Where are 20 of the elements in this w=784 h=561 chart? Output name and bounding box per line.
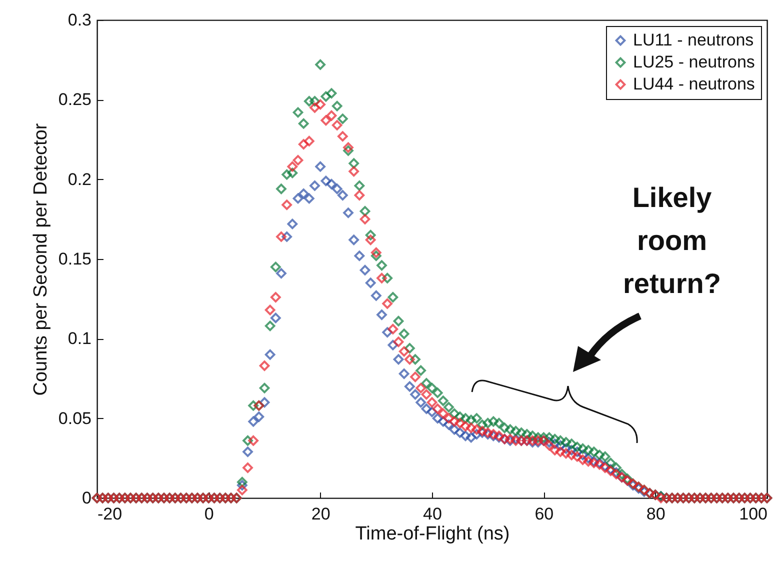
y-tick-label: 0.25	[58, 90, 92, 110]
x-tick-label: 40	[423, 504, 442, 524]
x-tick-label: 60	[534, 504, 554, 524]
x-axis-title: Time-of-Flight (ns)	[355, 524, 510, 544]
x-tick-label: 0	[204, 504, 214, 524]
y-tick-label: 0.05	[58, 408, 92, 428]
y-axis-title: Counts per Second per Detector	[30, 122, 52, 396]
y-tick-label: 0.3	[68, 10, 92, 30]
x-tick-label: -20	[98, 504, 122, 524]
x-tick-label: 80	[646, 504, 666, 524]
x-tick-label: 100	[739, 504, 768, 524]
y-tick-label: 0.2	[68, 170, 92, 189]
annotation: Likely room return?	[623, 182, 721, 299]
legend-label: LU25 - neutrons	[633, 52, 755, 72]
y-tick-label: 0.1	[68, 329, 92, 348]
x-tick-label: 20	[311, 504, 330, 524]
legend-label: LU44 - neutrons	[633, 74, 755, 94]
y-tick-label: 0.15	[58, 250, 92, 268]
y-tick-label: 0	[82, 488, 92, 508]
legend-label: LU11 - neutrons	[633, 30, 754, 50]
